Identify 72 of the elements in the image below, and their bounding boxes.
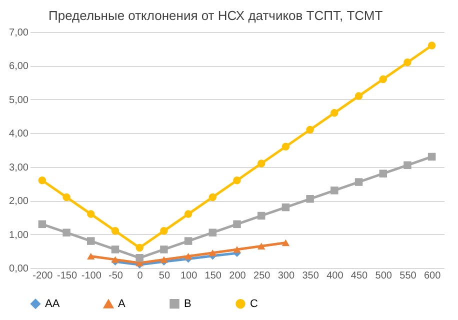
- x-tick-label: -150: [57, 270, 78, 282]
- chart-title: Предельные отклонения от НСХ датчиков ТСПТ, ТСМТ: [48, 8, 383, 23]
- legend-label: C: [250, 298, 258, 310]
- y-tick-label: 5,00: [9, 94, 29, 106]
- point: [208, 193, 217, 202]
- point: [160, 246, 168, 254]
- point: [257, 242, 266, 250]
- x-tick-label: 150: [204, 270, 222, 282]
- x-tick-label: 450: [350, 270, 368, 282]
- x-tick-label: -100: [81, 270, 102, 282]
- point: [136, 244, 144, 252]
- point: [282, 239, 290, 246]
- point: [428, 42, 436, 50]
- y-tick-label: 4,00: [9, 128, 29, 140]
- point: [160, 227, 168, 235]
- point: [330, 186, 338, 194]
- point: [404, 161, 412, 170]
- point: [184, 252, 192, 260]
- point: [184, 237, 192, 245]
- x-tick-label: 350: [302, 270, 320, 282]
- point: [184, 210, 192, 218]
- point: [330, 109, 338, 117]
- point: [282, 142, 290, 150]
- point: [379, 75, 387, 84]
- y-tick-label: 7,00: [9, 28, 29, 38]
- point: [354, 178, 363, 186]
- point: [208, 249, 217, 256]
- point: [233, 176, 241, 184]
- y-tick-label: 6,00: [9, 61, 29, 72]
- point: [306, 126, 314, 134]
- point: [233, 246, 241, 253]
- point: [111, 227, 120, 235]
- x-tick-label: 400: [326, 270, 344, 282]
- x-tick-label: 600: [424, 270, 442, 282]
- point: [111, 256, 120, 263]
- point: [306, 195, 314, 203]
- x-tick-label: 100: [180, 270, 198, 282]
- legend-label: B: [184, 298, 192, 310]
- point: [87, 237, 95, 245]
- point: [379, 170, 387, 178]
- x-tick-label: 500: [375, 270, 392, 282]
- point: [354, 92, 363, 100]
- point: [38, 176, 46, 184]
- x-tick-label: 300: [278, 270, 295, 282]
- point: [160, 256, 168, 263]
- point: [87, 252, 95, 260]
- x-tick-label: -200: [32, 270, 54, 282]
- x-tick-label: 0: [137, 270, 144, 282]
- y-tick-label: 3,00: [9, 162, 29, 174]
- point: [62, 193, 70, 202]
- point: [257, 160, 266, 168]
- x-tick-label: 50: [158, 270, 170, 282]
- x-tick-label: 550: [400, 270, 417, 282]
- x-tick-label: 200: [229, 270, 246, 282]
- x-tick-label: 250: [254, 270, 271, 282]
- point: [38, 220, 46, 228]
- point: [282, 203, 290, 212]
- point: [257, 212, 266, 220]
- point: [62, 228, 70, 236]
- y-tick-label: 0,00: [9, 264, 29, 274]
- point: [404, 58, 412, 66]
- point: [208, 228, 217, 236]
- legend-label: A: [118, 298, 126, 310]
- x-tick-label: -50: [108, 270, 124, 282]
- y-tick-label: 2,00: [9, 196, 29, 208]
- point: [87, 210, 95, 218]
- legend-label: AA: [45, 298, 60, 310]
- point: [111, 246, 120, 254]
- y-tick-label: 1,00: [9, 230, 29, 241]
- point: [428, 152, 436, 161]
- point: [136, 254, 144, 262]
- point: [233, 220, 241, 228]
